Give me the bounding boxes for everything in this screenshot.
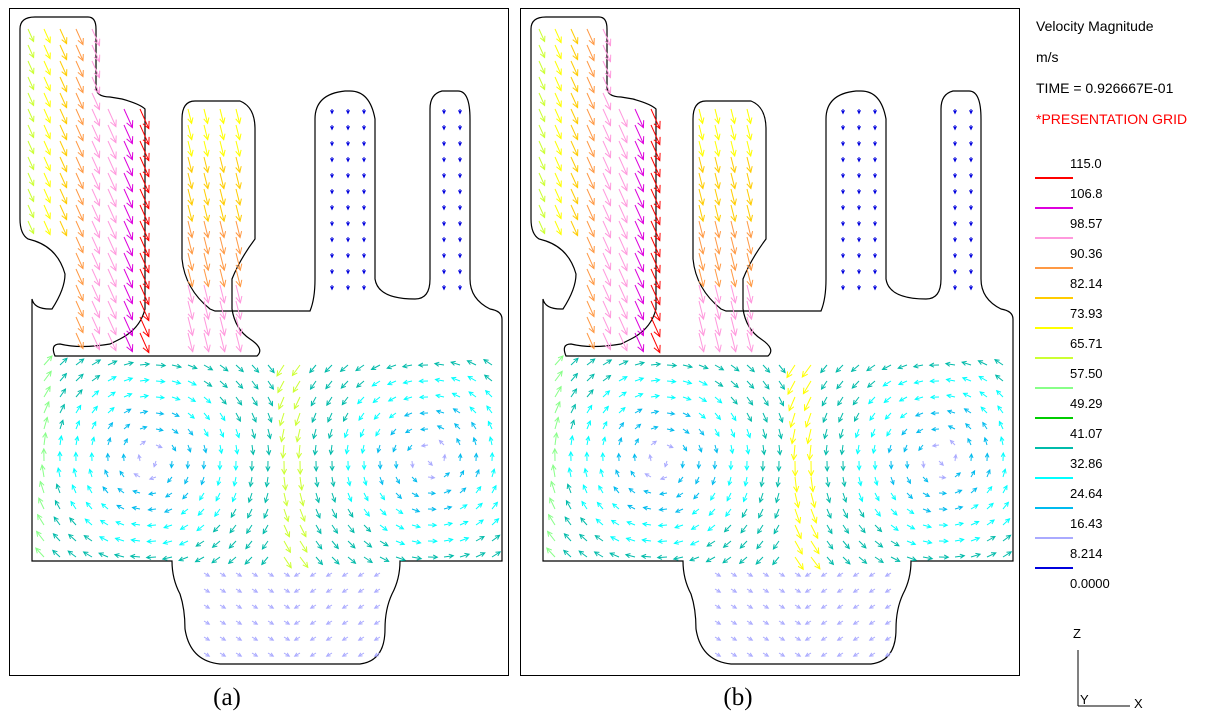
legend-level-label: 8.214 — [1070, 546, 1103, 561]
flow-panel-a — [9, 8, 509, 676]
legend-level-swatch — [1035, 357, 1073, 359]
legend-level-swatch — [1035, 447, 1073, 449]
legend-level-swatch — [1035, 267, 1073, 269]
legend-level-swatch — [1035, 387, 1073, 389]
legend-level-label: 57.50 — [1070, 366, 1103, 381]
axis-triad-lines — [1077, 650, 1130, 707]
legend-level-swatch — [1035, 507, 1073, 509]
axis-y-label: Y — [1080, 692, 1089, 707]
velocity-legend: Velocity Magnitude m/s TIME = 0.926667E-… — [1034, 10, 1224, 680]
legend-level-swatch — [1035, 537, 1073, 539]
caption-a: (a) — [213, 684, 241, 711]
legend-level-swatch — [1035, 477, 1073, 479]
legend-time: TIME = 0.926667E-01 — [1036, 80, 1174, 96]
legend-level-swatch — [1035, 297, 1073, 299]
legend-level-swatch — [1035, 327, 1073, 329]
chamber-outline-b — [530, 16, 1014, 665]
legend-level-label: 24.64 — [1070, 486, 1103, 501]
velocity-vectors-b — [538, 28, 1013, 657]
velocity-vectors-a — [27, 28, 502, 657]
legend-title: Velocity Magnitude — [1036, 18, 1154, 34]
legend-units: m/s — [1036, 49, 1059, 65]
legend-level-label: 106.8 — [1070, 186, 1103, 201]
axis-triad: Z Y X — [1070, 620, 1143, 712]
legend-level-label: 41.07 — [1070, 426, 1103, 441]
flow-panel-b — [520, 8, 1020, 676]
legend-level-label: 49.29 — [1070, 396, 1103, 411]
legend-level-label: 32.86 — [1070, 456, 1103, 471]
legend-level-swatch — [1035, 237, 1073, 239]
legend-level-label: 65.71 — [1070, 336, 1103, 351]
velocity-field-b — [530, 16, 1014, 665]
legend-level-swatch — [1035, 207, 1073, 209]
legend-grid-label: *PRESENTATION GRID — [1036, 111, 1188, 127]
legend-level-swatch — [1035, 417, 1073, 419]
axis-x-label: X — [1134, 696, 1143, 711]
legend-level-swatch — [1035, 177, 1073, 179]
legend-level-label: 98.57 — [1070, 216, 1103, 231]
caption-b: (b) — [723, 684, 753, 711]
legend-level-swatch — [1035, 567, 1073, 569]
legend-level-label: 16.43 — [1070, 516, 1103, 531]
chamber-outline-a — [19, 16, 503, 665]
legend-level-label: 82.14 — [1070, 276, 1103, 291]
legend-level-label: 73.93 — [1070, 306, 1103, 321]
legend-level-label: 115.0 — [1070, 156, 1102, 171]
axis-z-label: Z — [1073, 626, 1081, 641]
legend-level-label: 90.36 — [1070, 246, 1103, 261]
legend-level-label: 0.0000 — [1070, 576, 1110, 591]
velocity-field-a — [19, 16, 503, 665]
